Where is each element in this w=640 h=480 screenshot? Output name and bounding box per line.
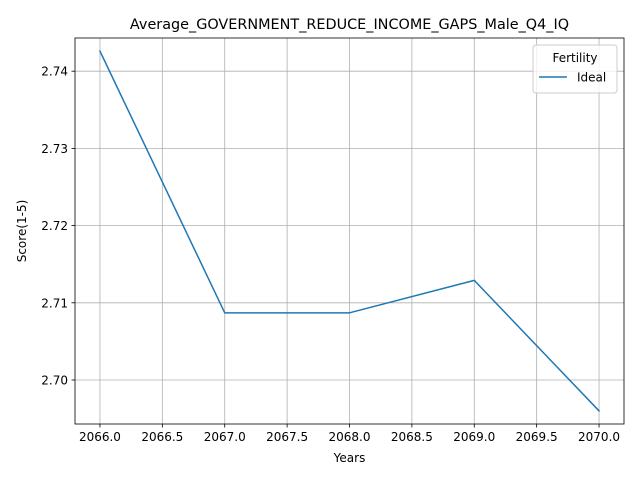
x-tick-label: 2069.0 <box>453 430 495 444</box>
x-tick-label: 2069.5 <box>516 430 558 444</box>
y-tick-label: 2.71 <box>41 296 68 310</box>
series-lines <box>98 50 601 412</box>
y-tick-label: 2.70 <box>41 373 68 387</box>
x-tick-label: 2066.5 <box>141 430 183 444</box>
legend-box <box>532 44 618 94</box>
x-tick-label: 2067.0 <box>204 430 246 444</box>
x-tick-label: 2067.5 <box>266 430 308 444</box>
y-tick-label: 2.73 <box>41 142 68 156</box>
x-tick-label: 2068.0 <box>329 430 371 444</box>
chart-title: Average_GOVERNMENT_REDUCE_INCOME_GAPS_Ma… <box>130 17 569 33</box>
series-line-ideal <box>98 50 601 412</box>
x-axis: 2066.0 2066.5 2067.0 2067.5 2068.0 2068.5 2069… <box>79 424 620 444</box>
y-tick-label: 2.74 <box>41 65 68 79</box>
grid-lines <box>75 38 624 424</box>
x-tick-label: 2066.0 <box>79 430 121 444</box>
legend: Fertility Ideal <box>532 44 618 94</box>
legend-title: Fertility <box>552 51 597 65</box>
x-tick-label: 2068.5 <box>391 430 433 444</box>
x-axis-title: Years <box>333 451 366 465</box>
y-tick-label: 2.72 <box>41 219 68 233</box>
y-axis: 2.70 2.71 2.72 2.73 2.74 <box>41 65 75 387</box>
x-tick-label: 2070.0 <box>578 430 620 444</box>
legend-label-ideal: Ideal <box>577 71 606 85</box>
y-axis-title: Score(1-5) <box>15 200 29 263</box>
